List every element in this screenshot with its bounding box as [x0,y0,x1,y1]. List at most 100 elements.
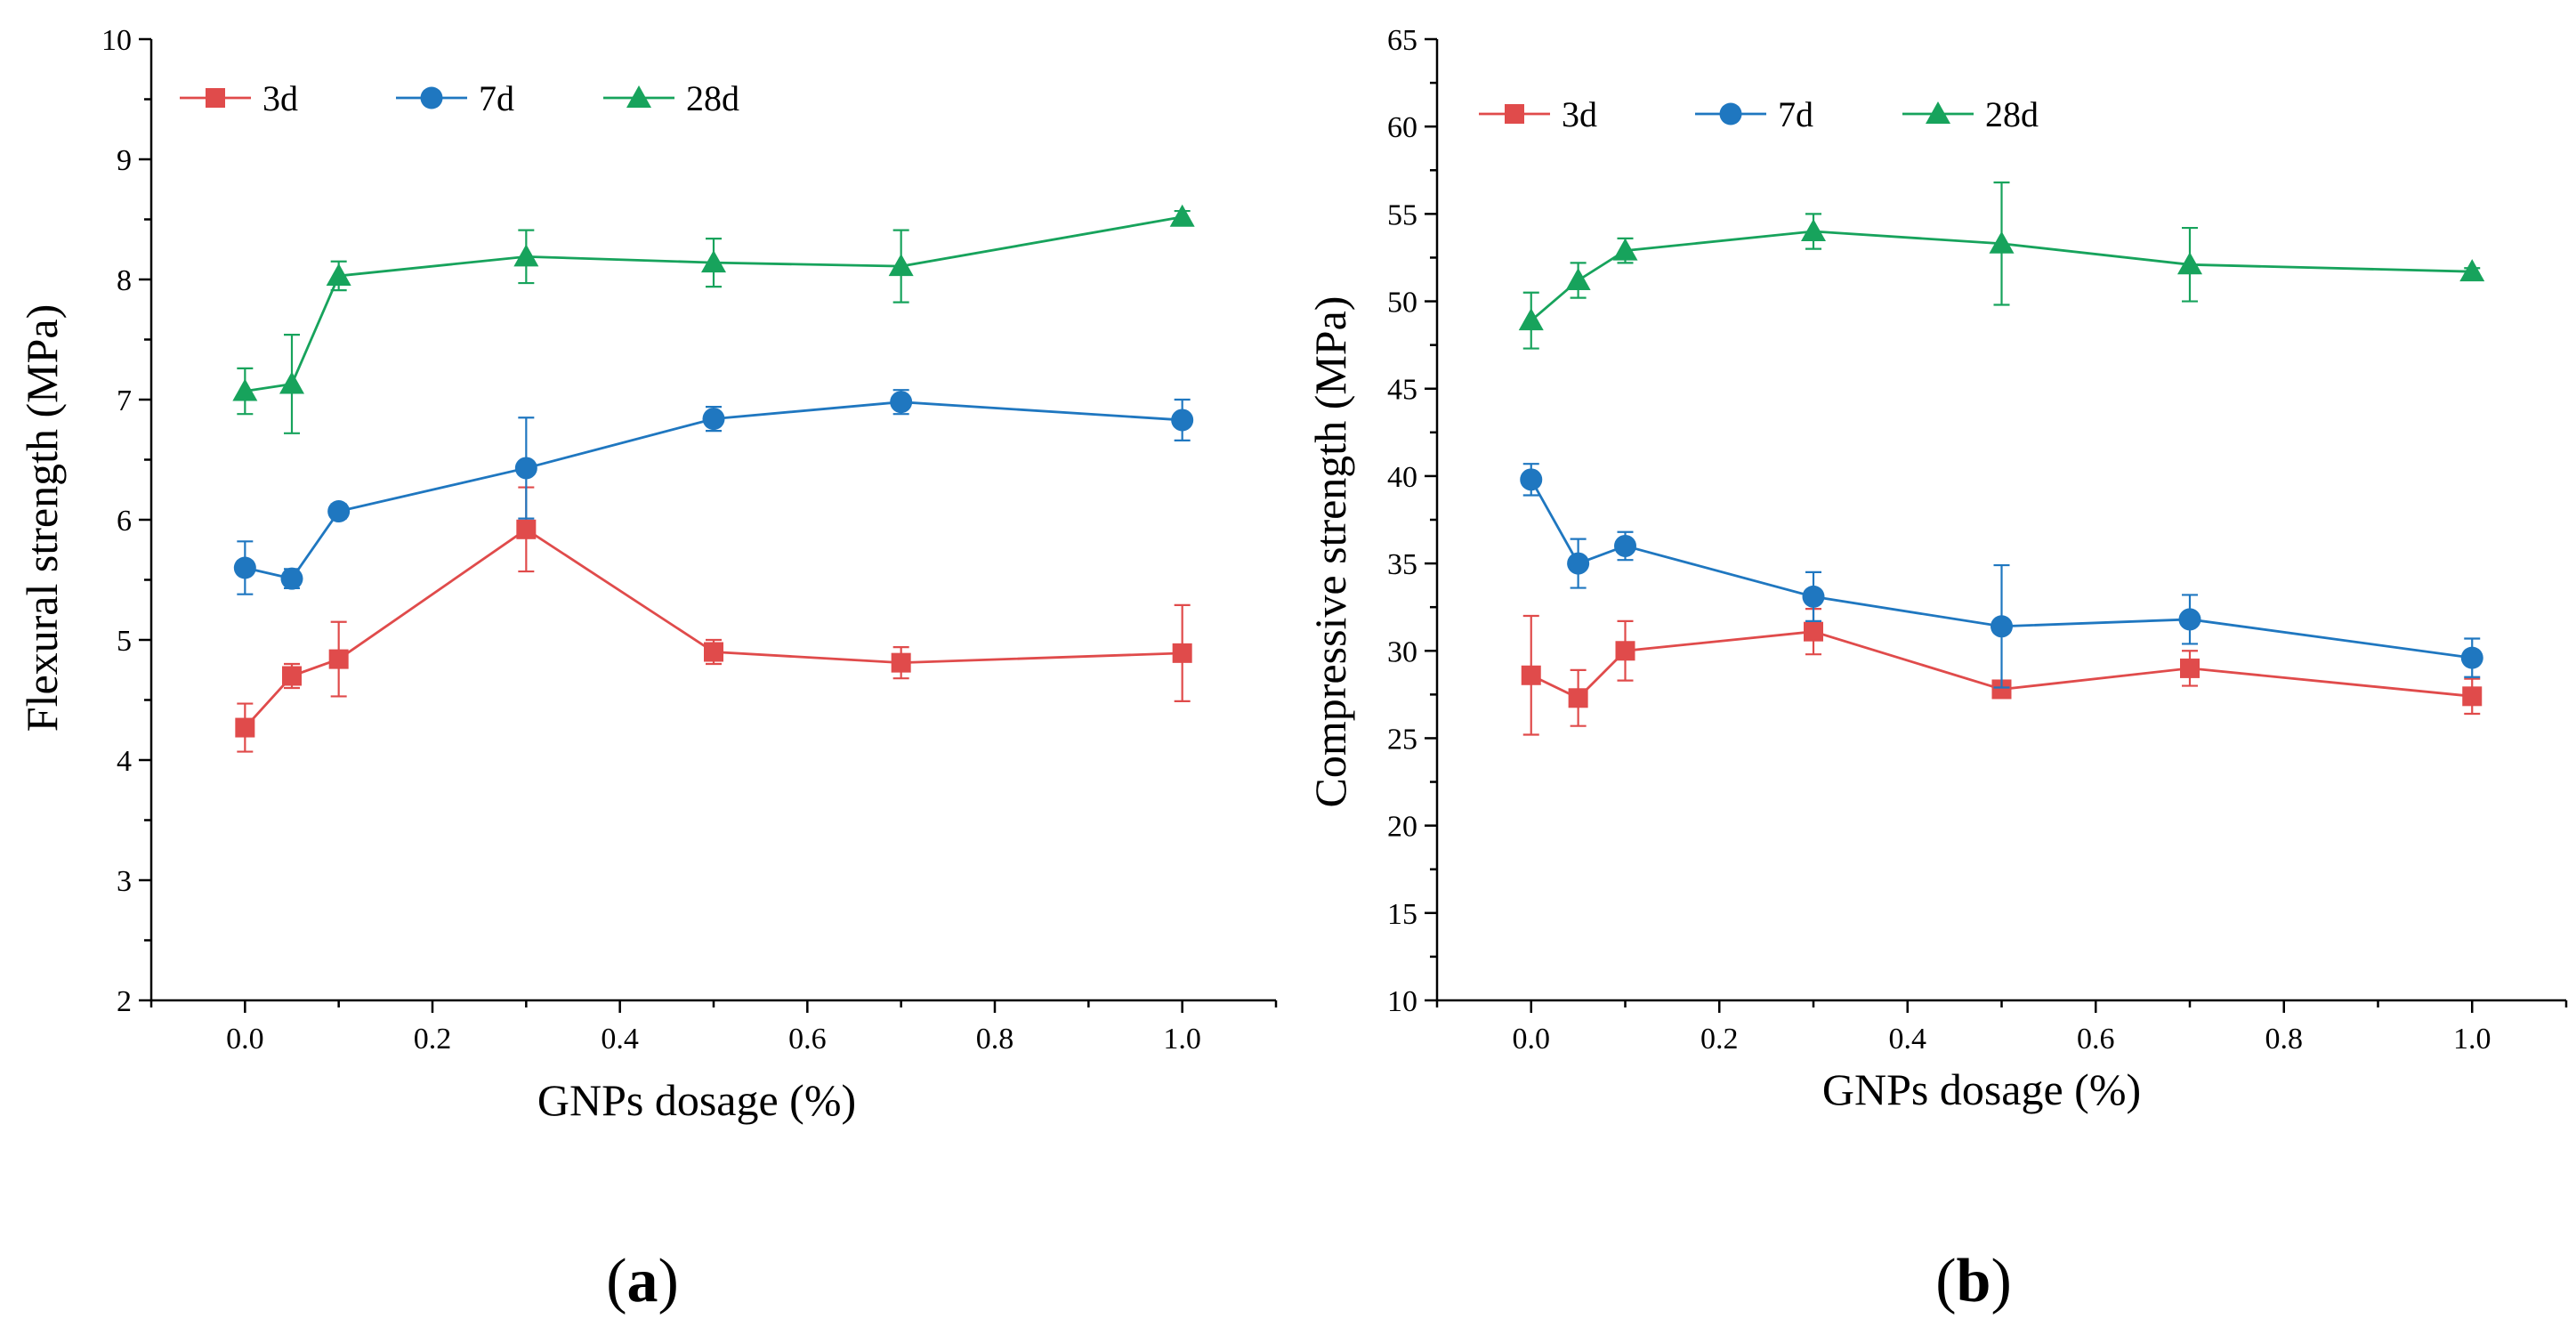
panel-a-x-tick-label: 0.0 [226,1023,264,1056]
panel-a-point-3d [1172,643,1192,663]
panel-a-x-tick-label: 0.6 [788,1023,827,1056]
panel-a-point-28d [279,371,304,394]
panel-b-point-28d [2459,259,2485,282]
panel-a-point-7d [702,408,725,431]
panel-b-point-7d [1614,534,1636,557]
panel-a-point-28d [326,263,351,286]
panel-b-point-7d [1567,552,1590,575]
panel-b-legend-marker [1926,101,1950,124]
panel-b-series-28d [1518,181,2485,350]
panel-a-legend-3d: 3d [180,78,298,118]
panel-b-y-tick-label: 45 [1387,374,1417,407]
panel-b-point-3d [2462,686,2483,707]
panel-a-point-7d [327,500,351,523]
panel-b-point-28d [1612,238,1638,261]
panel-b-point-28d [1565,267,1591,290]
panel-b-y-axis-title: Compressive strength (MPa) [1305,296,1355,808]
panel-a-y-tick-label: 6 [117,505,132,538]
panel-b-y-tick-label: 65 [1387,24,1417,57]
panel-b-legend-label: 28d [1985,94,2039,134]
panel-a-point-28d [1169,204,1195,227]
panel-a-y-tick-label: 2 [117,985,132,1018]
panel-b-x-axis-title: GNPs dosage (%) [1822,1064,2141,1114]
panel-b-plot-area: 10 15 20 25 30 35 40 45 50 55 60 65 0.0 0.2 0.4 0.6 0.8 1… [1387,24,2568,1056]
panel-b-x-tick-label: 0.6 [2077,1023,2115,1056]
panel-b-label: (b) [1935,1247,2012,1315]
panel-a-point-3d [891,652,911,673]
panel-a-series-3d [235,486,1192,753]
panel-b-legend-marker [1719,102,1742,125]
panel-b-series-7d [1520,463,2483,689]
panel-a-point-28d [701,250,726,273]
panel-b-legend-28d: 28d [1902,94,2039,134]
panel-a-series-28d [232,204,1195,434]
panel-a-point-7d [890,391,913,414]
panel-b-point-3d [1615,641,1635,661]
panel-a-legend-28d: 28d [603,78,739,118]
panel-a-point-3d [516,519,537,539]
panel-b-point-7d [2178,608,2201,631]
panel-a-y-tick-label: 5 [117,625,132,658]
panel-a-y-tick-label: 10 [101,24,132,57]
panel-b-series-3d [1521,608,2483,736]
panel-b-point-7d [2460,646,2483,669]
panel-a-x-tick-label: 0.4 [601,1023,639,1056]
panel-a-x-tick-label: 1.0 [1163,1023,1201,1056]
panel-b-point-3d [2180,658,2200,678]
panel-a-legend-marker [206,88,225,108]
panel-b-legend-3d: 3d [1479,94,1597,134]
panel-a-point-28d [888,254,914,277]
panel-b-x-tick-label: 0.2 [1700,1023,1739,1056]
panel-a-point-3d [235,717,255,738]
panel-b-point-28d [1801,219,1826,241]
panel-b-point-28d [1518,308,1544,331]
panel-b-legend-7d: 7d [1695,94,1813,134]
panel-a-flexural-chart: 2 3 4 5 6 7 8 9 10 0.0 0.2 0.4 0.6 0.8 1.0 3d 7d 28d GNPs… [17,24,1278,1315]
panel-b-point-3d [1804,621,1823,642]
panel-b-legend-label: 3d [1562,94,1597,134]
panel-b-point-3d [1991,679,2012,700]
panel-a-legend-label: 28d [686,78,739,118]
panel-b-y-tick-label: 20 [1387,811,1417,844]
panel-a-point-7d [280,567,303,590]
panel-a-y-tick-label: 7 [117,384,132,417]
panel-a-x-tick-label: 0.2 [414,1023,452,1056]
panel-b-y-tick-label: 35 [1387,548,1417,581]
panel-a-legend-marker [420,86,443,109]
panel-b-x-tick-label: 0.8 [2265,1023,2304,1056]
panel-a-y-axis-title: Flexural strength (MPa) [17,304,67,732]
panel-b-point-28d [1989,231,2015,254]
panel-b-x-tick-label: 1.0 [2453,1023,2491,1056]
panel-b-letter: b [1957,1247,1991,1315]
panel-a-point-3d [282,666,302,686]
panel-a-point-7d [233,556,256,579]
panel-a-series-line-3d [244,528,1183,729]
panel-a-point-28d [232,378,258,401]
panel-b-y-tick-label: 10 [1387,985,1417,1018]
panel-b-y-tick-label: 55 [1387,198,1417,231]
panel-b-y-tick-label: 15 [1387,898,1417,931]
panel-b-y-tick-label: 40 [1387,461,1417,494]
panel-a-series-7d [233,389,1194,595]
panel-b-point-7d [1520,468,1543,491]
panel-a-point-28d [513,244,539,267]
panel-b-y-tick-label: 60 [1387,111,1417,144]
panel-b-point-7d [1991,615,2013,638]
panel-a-point-3d [704,642,723,662]
panel-a-x-tick-label: 0.8 [976,1023,1014,1056]
panel-b-y-tick-label: 25 [1387,723,1417,756]
panel-a-legend-label: 7d [479,78,514,118]
panel-b-point-7d [1802,585,1825,608]
panel-b-y-tick-label: 30 [1387,635,1417,668]
panel-a-point-7d [514,457,537,480]
panel-a-point-3d [328,649,349,669]
panel-a-y-tick-label: 9 [117,144,132,177]
panel-b-compressive-chart: 10 15 20 25 30 35 40 45 50 55 60 65 0.0 0.2 0.4 0.6 0.8 1… [1305,24,2568,1315]
panel-b-legend-label: 7d [1778,94,1813,134]
panel-a-y-tick-label: 4 [117,745,132,778]
panel-a-legend-marker [626,85,651,108]
panel-a-letter: a [627,1247,658,1315]
panel-b-x-tick-label: 0.0 [1513,1023,1551,1056]
panel-b-point-3d [1521,665,1541,685]
